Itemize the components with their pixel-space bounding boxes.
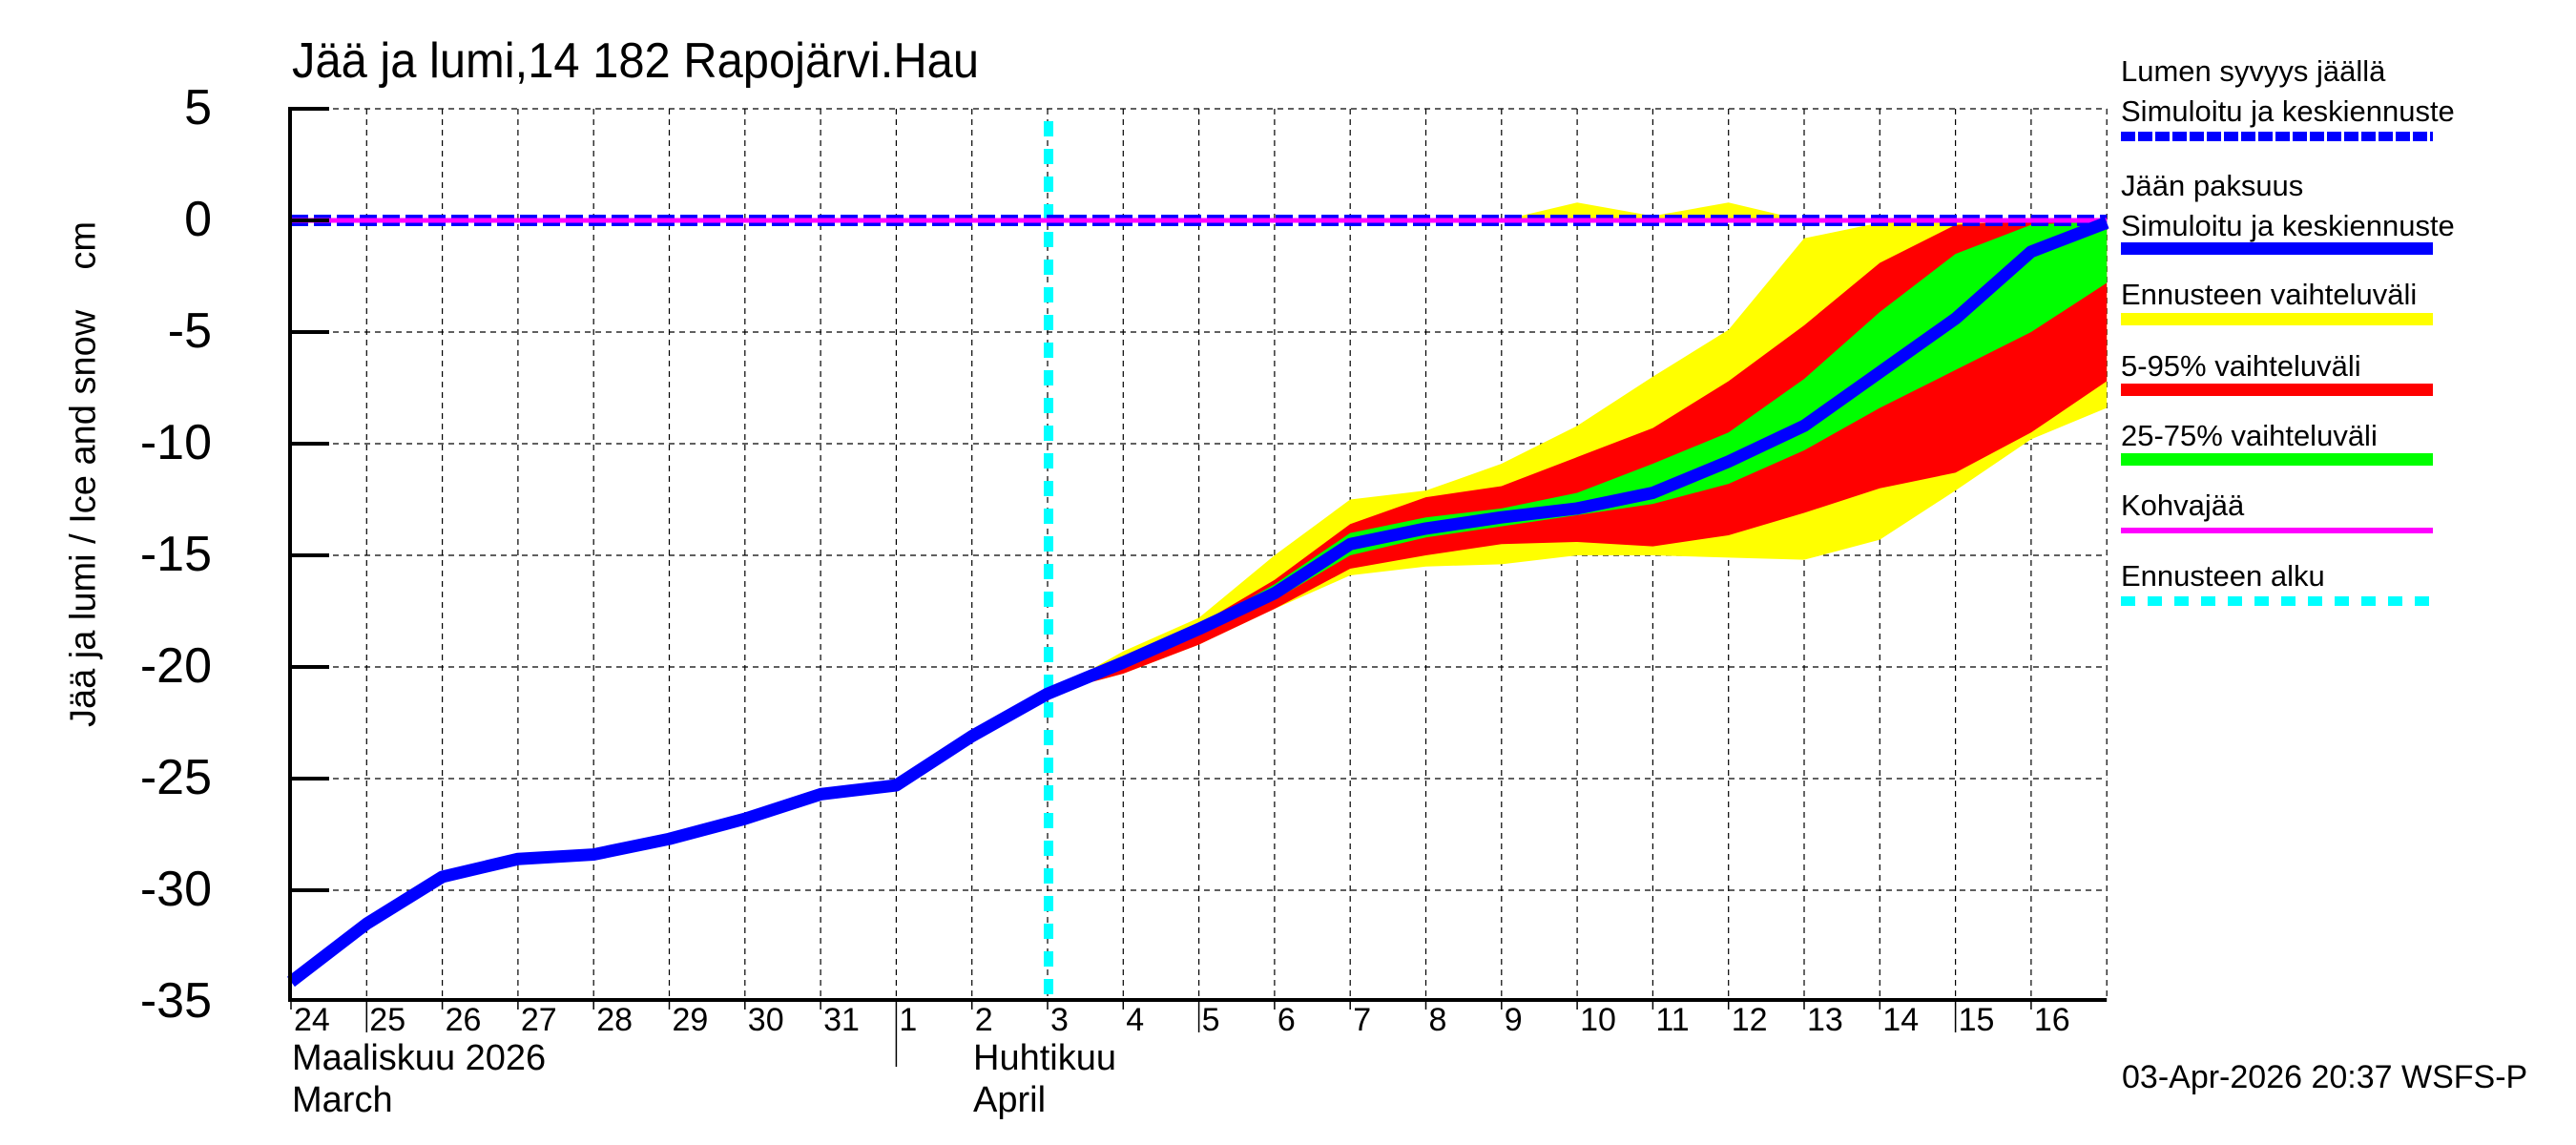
- x-tick-label: 12: [1731, 1002, 1768, 1038]
- legend-forecast-start-swatch: [2121, 596, 2433, 606]
- x-tick-label: 4: [1126, 1002, 1145, 1038]
- legend-forecast-range: Ennusteen vaihteluväli: [2121, 278, 2418, 311]
- y-tick: 0: [184, 192, 212, 247]
- ice-thickness-line: [287, 217, 2109, 988]
- x-tick-label: 14: [1882, 1002, 1920, 1038]
- x-tick-label: 3: [1050, 1002, 1069, 1038]
- legend-range-25-75: 25-75% vaihteluväli: [2121, 419, 2378, 452]
- legend-slush-ice-swatch: [2121, 528, 2433, 533]
- chart-title: Jää ja lumi,14 182 Rapojärvi.Hau: [292, 33, 980, 89]
- x-tick-label: 29: [672, 1002, 709, 1038]
- legend-ice-swatch: [2121, 242, 2433, 255]
- data-lines: [287, 121, 2109, 1000]
- x-tick-label: 15: [1958, 1002, 1995, 1038]
- x-tick-label: 9: [1504, 1002, 1523, 1038]
- x-tick-label: 5: [1201, 1002, 1220, 1038]
- x-tick-label: 16: [2033, 1002, 2070, 1038]
- x-tick-label: 24: [294, 1002, 330, 1038]
- x-tick-label: 26: [445, 1002, 482, 1038]
- x-tick-label: 2: [974, 1002, 993, 1038]
- x-tick-label: 8: [1428, 1002, 1447, 1038]
- x-tick-label: 27: [520, 1002, 557, 1038]
- x-tick-label: 11: [1655, 1002, 1690, 1038]
- y-tick: -10: [139, 415, 212, 470]
- legend-snow-sub: Simuloitu ja keskiennuste: [2121, 94, 2455, 128]
- y-tick: -30: [139, 862, 212, 917]
- x-tick-label: 25: [369, 1002, 406, 1038]
- legend-forecast-range-swatch: [2121, 313, 2433, 325]
- month-label-march-en: March: [292, 1080, 393, 1120]
- legend-range-5-95: 5-95% vaihteluväli: [2121, 349, 2361, 383]
- month-label-april-fi: Huhtikuu: [973, 1038, 1116, 1078]
- y-tick: -35: [139, 973, 212, 1029]
- month-label-march-fi: Maaliskuu 2026: [292, 1038, 547, 1078]
- x-tick-label: 28: [596, 1002, 634, 1038]
- x-tick-label: 10: [1580, 1002, 1616, 1038]
- x-tick-label: 13: [1807, 1002, 1843, 1038]
- legend-range-25-75-swatch: [2121, 453, 2433, 466]
- legend-ice-sub: Simuloitu ja keskiennuste: [2121, 209, 2455, 242]
- legend-slush-ice: Kohvajää: [2121, 489, 2245, 522]
- x-tick-label: 31: [823, 1002, 860, 1038]
- timestamp: 03-Apr-2026 20:37 WSFS-P: [2122, 1059, 2528, 1095]
- legend-forecast-start: Ennusteen alku: [2121, 559, 2325, 593]
- y-tick: -5: [167, 303, 212, 359]
- x-tick-label: 1: [899, 1002, 918, 1038]
- y-tick: -25: [139, 750, 212, 805]
- legend-snow-swatch: [2121, 132, 2433, 141]
- y-tick: -15: [139, 527, 212, 582]
- x-tick-label: 6: [1277, 1002, 1296, 1038]
- x-tick-label: 7: [1353, 1002, 1372, 1038]
- legend-ice-title: Jään paksuus: [2121, 169, 2304, 202]
- axes: [288, 107, 2108, 1067]
- legend-snow-title: Lumen syvyys jäällä: [2121, 54, 2386, 88]
- y-tick: 5: [184, 80, 212, 135]
- legend-range-5-95-swatch: [2121, 384, 2433, 396]
- month-label-april-en: April: [973, 1080, 1047, 1120]
- x-tick-label: 30: [747, 1002, 784, 1038]
- y-tick: -20: [139, 638, 212, 694]
